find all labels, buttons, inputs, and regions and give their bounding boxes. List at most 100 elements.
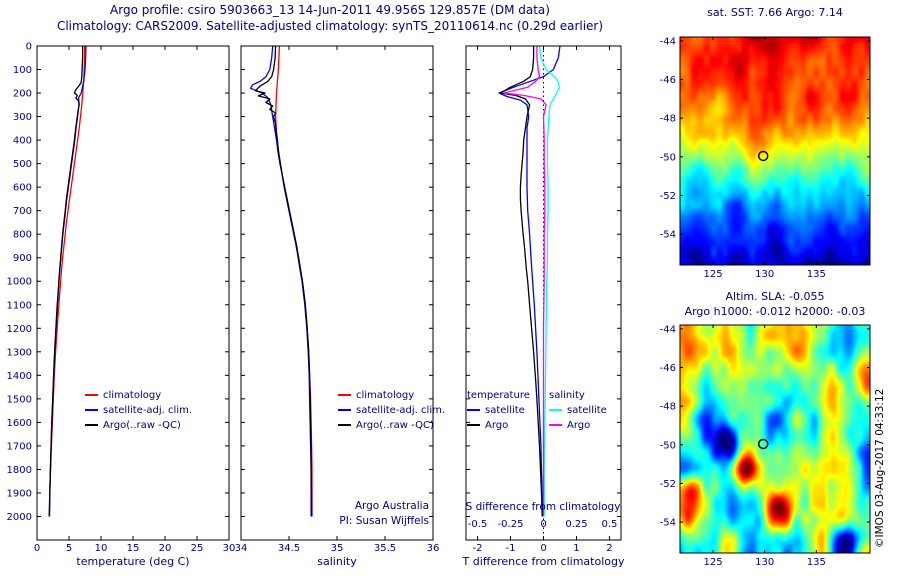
s-axis-tick-label: 0.5 — [602, 519, 618, 530]
figure-title-line2: Climatology: CARS2009. Satellite-adjuste… — [56, 19, 604, 33]
salinity-axis-label: salinity — [317, 555, 357, 568]
depth-tick-label: 1000 — [7, 277, 32, 288]
temperature-profile-frame — [36, 45, 230, 541]
lon-tick-label: 125 — [703, 269, 722, 280]
legend-label: Argo(..raw -QC) — [103, 420, 181, 431]
legend-item-argo: Argo(..raw -QC) — [85, 418, 192, 433]
annotation-line2: PI: Susan Wijffels — [339, 515, 429, 527]
lat-tick-label: -54 — [660, 518, 676, 529]
depth-tick-label: 1300 — [7, 347, 32, 358]
series-argo-raw-qc- — [48, 46, 84, 517]
temperature-panel-legend: climatology satellite-adj. clim. Argo(..… — [85, 388, 192, 433]
salinity-column-header: salinity — [549, 390, 585, 401]
depth-tick-label: 1600 — [7, 418, 32, 429]
depth-tick-label: 1700 — [7, 441, 32, 452]
depth-tick-label: 500 — [13, 159, 32, 170]
x-tick-label: 2 — [606, 543, 612, 554]
magenta-line-swatch — [549, 424, 562, 426]
x-tick-label: 30 — [223, 543, 236, 554]
x-tick-label: 34 — [235, 543, 248, 554]
t-difference-axis-label: T difference from climatology — [462, 555, 625, 568]
lat-tick-label: -46 — [660, 363, 676, 374]
depth-tick-label: 800 — [13, 230, 32, 241]
lat-tick-label: -46 — [660, 75, 676, 86]
x-tick-label: -2 — [473, 543, 483, 554]
x-tick-label: 36 — [427, 543, 440, 554]
depth-tick-label: 1900 — [7, 488, 32, 499]
legend-item-s-argo: Argo — [549, 418, 607, 433]
x-tick-label: 35 — [331, 543, 344, 554]
lon-tick-label: 130 — [755, 269, 774, 280]
temperature-column-header: temperature — [467, 390, 530, 401]
lat-tick-label: -52 — [660, 191, 676, 202]
satellite-line-swatch — [338, 409, 351, 411]
x-tick-label: 20 — [159, 543, 172, 554]
legend-label: climatology — [356, 390, 415, 401]
series-s-satellite — [538, 46, 560, 517]
argo-line-swatch — [338, 424, 351, 426]
depth-tick-label: 600 — [13, 183, 32, 194]
lon-tick-label: 135 — [807, 269, 826, 280]
series-argo-raw-qc- — [254, 46, 313, 517]
difference-legend-salinity-column: salinity satellite Argo — [549, 388, 607, 433]
temperature-axis-label: temperature (deg C) — [76, 555, 190, 568]
lat-tick-label: -48 — [660, 402, 676, 413]
x-tick-label: 0 — [540, 543, 546, 554]
series-t-satellite — [498, 46, 561, 517]
lat-tick-label: -50 — [660, 440, 676, 451]
float-position-marker — [757, 150, 769, 162]
legend-item-s-satellite: satellite — [549, 403, 607, 418]
legend-label: satellite — [567, 405, 607, 416]
lat-tick-label: -44 — [660, 324, 676, 335]
x-tick-label: 25 — [191, 543, 204, 554]
lat-tick-label: -44 — [660, 36, 676, 47]
depth-tick-label: 1500 — [7, 394, 32, 405]
imos-credit-text: ©IMOS 03-Aug-2017 04:33:12 — [874, 388, 886, 548]
series-t-argo — [499, 46, 543, 517]
depth-tick-label: 700 — [13, 206, 32, 217]
legend-item-argo: Argo(..raw -QC) — [338, 418, 445, 433]
depth-tick-label: 1400 — [7, 371, 32, 382]
climatology-line-swatch — [338, 394, 351, 396]
legend-item-satellite: satellite-adj. clim. — [338, 403, 445, 418]
s-axis-tick-label: 0 — [540, 519, 546, 530]
depth-tick-label: 400 — [13, 136, 32, 147]
argo-australia-annotation: Argo Australia PI: Susan Wijffels — [285, 499, 429, 529]
series-climatology — [274, 46, 313, 517]
legend-label: satellite-adj. clim. — [356, 405, 446, 416]
x-tick-label: 34.5 — [278, 543, 300, 554]
x-tick-label: -1 — [506, 543, 516, 554]
s-axis-tick-label: -0.5 — [468, 519, 488, 530]
x-tick-label: 0 — [34, 543, 40, 554]
depth-tick-label: 100 — [13, 65, 32, 76]
legend-item-climatology: climatology — [338, 388, 445, 403]
x-tick-label: 15 — [127, 543, 140, 554]
depth-tick-label: 0 — [26, 42, 32, 53]
depth-tick-label: 1100 — [7, 300, 32, 311]
satellite-line-swatch — [467, 409, 480, 411]
argo-line-swatch — [85, 424, 98, 426]
sla-map-title-line2: Argo h1000: -0.012 h2000: -0.03 — [684, 305, 866, 318]
x-tick-label: 35.5 — [374, 543, 396, 554]
satellite-line-swatch — [85, 409, 98, 411]
s-axis-tick-label: -0.25 — [498, 519, 524, 530]
legend-item-t-argo: Argo — [467, 418, 530, 433]
climatology-line-swatch — [85, 394, 98, 396]
legend-label: Argo(..raw -QC) — [356, 420, 434, 431]
legend-item-satellite: satellite-adj. clim. — [85, 403, 192, 418]
lon-tick-label: 135 — [807, 557, 826, 568]
lon-tick-label: 125 — [703, 557, 722, 568]
annotation-line1: Argo Australia — [354, 500, 429, 512]
depth-tick-label: 900 — [13, 253, 32, 264]
float-position-marker — [757, 438, 769, 450]
legend-label: satellite-adj. clim. — [103, 405, 193, 416]
x-tick-label: 1 — [573, 543, 579, 554]
lat-tick-label: -48 — [660, 114, 676, 125]
series-climatology — [48, 46, 86, 517]
salinity-profile-frame — [240, 45, 434, 541]
lon-tick-label: 130 — [755, 557, 774, 568]
salinity-panel-legend: climatology satellite-adj. clim. Argo(..… — [338, 388, 445, 433]
sst-map-canvas — [680, 37, 870, 265]
x-tick-label: 5 — [66, 543, 72, 554]
